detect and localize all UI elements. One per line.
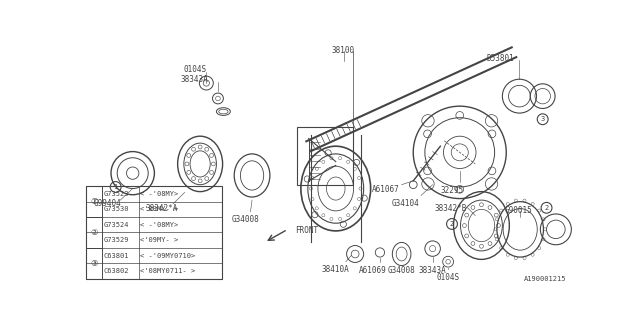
Text: 0104S: 0104S	[436, 273, 460, 282]
Text: C63802: C63802	[103, 268, 129, 274]
Text: <'09MY- >: <'09MY- >	[140, 206, 179, 212]
Text: < -'08MY>: < -'08MY>	[140, 191, 179, 197]
Text: < -'08MY>: < -'08MY>	[140, 222, 179, 228]
Text: 38343A: 38343A	[419, 266, 447, 275]
Text: 0104S: 0104S	[183, 65, 206, 74]
Text: 3: 3	[541, 116, 545, 122]
Bar	[86, 186, 102, 217]
Text: 32295: 32295	[440, 186, 463, 195]
Text: G73529: G73529	[103, 237, 129, 243]
Bar	[86, 248, 102, 279]
Text: 1: 1	[113, 184, 118, 190]
Text: <'08MY0711- >: <'08MY0711- >	[140, 268, 196, 274]
Text: G34008: G34008	[388, 266, 415, 275]
Text: G90015: G90015	[505, 206, 532, 215]
Text: 38100: 38100	[332, 46, 355, 55]
Text: FRONT: FRONT	[296, 226, 319, 235]
Text: C63801: C63801	[103, 252, 129, 259]
Text: G34104: G34104	[392, 198, 419, 208]
Text: D53801: D53801	[486, 54, 514, 63]
Text: G73524: G73524	[103, 222, 129, 228]
Bar	[297, 127, 353, 185]
Bar	[86, 217, 102, 248]
Text: ①: ①	[90, 197, 98, 206]
Text: <'09MY- >: <'09MY- >	[140, 237, 179, 243]
Text: 38343A: 38343A	[181, 75, 209, 84]
Text: G73530: G73530	[103, 206, 129, 212]
Text: ②: ②	[90, 228, 98, 237]
Text: 38342*B: 38342*B	[435, 204, 467, 213]
Text: ③: ③	[90, 259, 98, 268]
Text: 38410A: 38410A	[322, 265, 349, 274]
Text: G34008: G34008	[231, 215, 259, 225]
Text: 38342*A: 38342*A	[146, 204, 179, 213]
Text: A61069: A61069	[359, 266, 387, 275]
Text: G99404: G99404	[94, 198, 122, 208]
Text: A61067: A61067	[372, 185, 400, 194]
Bar	[86, 186, 222, 279]
Text: G73523: G73523	[103, 191, 129, 197]
Text: < -'09MY0710>: < -'09MY0710>	[140, 252, 196, 259]
Text: 2: 2	[450, 221, 454, 227]
Text: A190001215: A190001215	[524, 276, 566, 282]
Text: 2: 2	[545, 205, 548, 211]
